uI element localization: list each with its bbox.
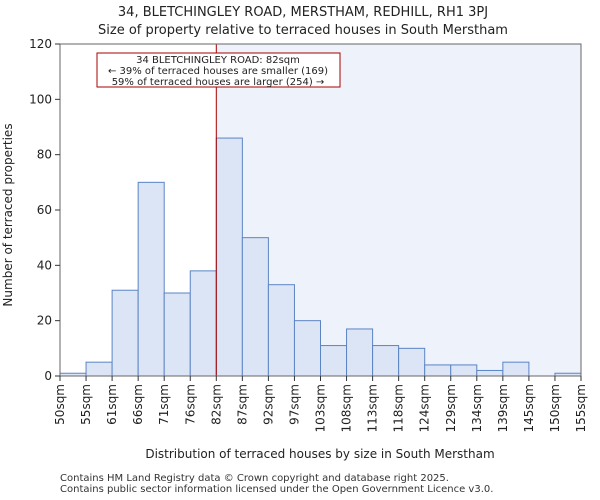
bar-129sqm — [450, 364, 478, 377]
y-tick-label-100: 100 — [29, 92, 52, 106]
chart-title-line2: Size of property relative to terraced ho… — [98, 23, 508, 38]
bar-82sqm — [215, 137, 243, 377]
annotation-box-border — [96, 52, 341, 88]
x-tick-label-92sqm: 92sqm — [261, 384, 275, 425]
x-tick-label-155sqm: 155sqm — [574, 384, 588, 432]
x-tick-label-71sqm: 71sqm — [157, 384, 171, 425]
x-tick-label-134sqm: 134sqm — [470, 384, 484, 432]
x-tick-label-124sqm: 124sqm — [418, 384, 432, 432]
annotation-line1: 34 BLETCHINGLEY ROAD: 82sqm — [136, 55, 300, 66]
x-axis-label: Distribution of terraced houses by size … — [145, 447, 494, 461]
chart-title-line1: 34, BLETCHINGLEY ROAD, MERSTHAM, REDHILL… — [118, 5, 488, 20]
y-axis: 0 20 40 60 80 100 120 — [29, 37, 60, 383]
bar-87sqm — [241, 237, 269, 377]
bar-92sqm — [267, 284, 295, 377]
annotation-line2: ← 39% of terraced houses are smaller (16… — [108, 66, 328, 77]
y-tick-label-120: 120 — [29, 37, 52, 51]
annotation-box: 34 BLETCHINGLEY ROAD: 82sqm ← 39% of ter… — [96, 52, 341, 88]
x-tick-label-118sqm: 118sqm — [392, 384, 406, 432]
x-tick-label-103sqm: 103sqm — [314, 384, 328, 432]
x-tick-label-76sqm: 76sqm — [183, 384, 197, 425]
annotation-line3: 59% of terraced houses are larger (254) … — [112, 77, 325, 88]
y-tick-label-40: 40 — [37, 258, 52, 272]
bar-108sqm — [346, 328, 374, 377]
bars-group — [59, 137, 582, 377]
bar-55sqm — [85, 361, 113, 377]
y-tick-label-60: 60 — [37, 203, 52, 217]
bar-118sqm — [398, 347, 426, 377]
x-tick-label-82sqm: 82sqm — [209, 384, 223, 425]
x-tick-label-150sqm: 150sqm — [548, 384, 562, 432]
bar-71sqm — [163, 292, 191, 377]
bar-139sqm — [502, 361, 530, 377]
x-axis: 50sqm 55sqm 61sqm 66sqm 71sqm 76sqm 82sqm 87sqm… — [53, 376, 588, 432]
bar-66sqm — [137, 181, 165, 377]
x-tick-label-66sqm: 66sqm — [131, 384, 145, 425]
x-tick-label-97sqm: 97sqm — [287, 384, 301, 425]
x-tick-label-145sqm: 145sqm — [522, 384, 536, 432]
x-tick-label-50sqm: 50sqm — [53, 384, 67, 425]
bar-124sqm — [424, 364, 452, 377]
bar-103sqm — [320, 345, 348, 377]
x-tick-label-61sqm: 61sqm — [105, 384, 119, 425]
y-tick-label-20: 20 — [37, 314, 52, 328]
bar-113sqm — [372, 345, 400, 377]
x-tick-label-139sqm: 139sqm — [496, 384, 510, 432]
x-tick-label-108sqm: 108sqm — [340, 384, 354, 432]
bar-76sqm — [189, 270, 217, 377]
bar-61sqm — [111, 289, 139, 377]
x-tick-label-129sqm: 129sqm — [444, 384, 458, 432]
y-axis-label: Number of terraced properties — [1, 123, 15, 306]
bar-134sqm — [476, 369, 504, 377]
y-tick-label-0: 0 — [44, 369, 52, 383]
x-tick-label-113sqm: 113sqm — [366, 384, 380, 432]
y-tick-label-80: 80 — [37, 148, 52, 162]
bar-97sqm — [293, 320, 322, 377]
footer-line2: Contains public sector information licen… — [60, 484, 494, 495]
x-tick-label-87sqm: 87sqm — [235, 384, 249, 425]
footer-line1: Contains HM Land Registry data © Crown c… — [60, 473, 449, 484]
x-tick-label-55sqm: 55sqm — [79, 384, 93, 425]
